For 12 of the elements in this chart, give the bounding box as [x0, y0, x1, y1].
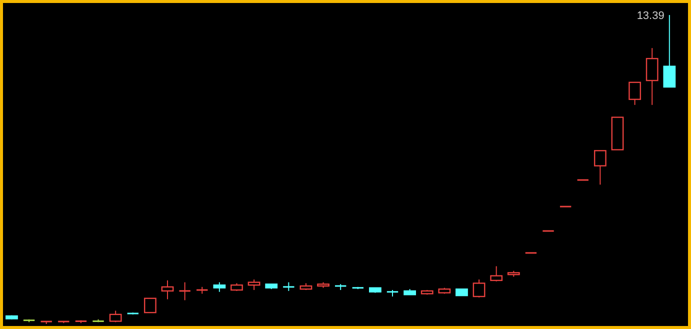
candlestick	[646, 48, 658, 106]
candlestick	[161, 280, 174, 300]
candlestick	[213, 282, 226, 292]
candlestick	[178, 282, 192, 301]
candlestick	[628, 82, 642, 106]
candlestick	[490, 266, 503, 282]
annotation: 13.39	[636, 10, 664, 22]
candlestick	[472, 279, 486, 298]
candlestick	[594, 150, 606, 186]
candlestick	[144, 298, 156, 314]
candlestick	[663, 15, 676, 88]
candlestick	[248, 279, 260, 291]
